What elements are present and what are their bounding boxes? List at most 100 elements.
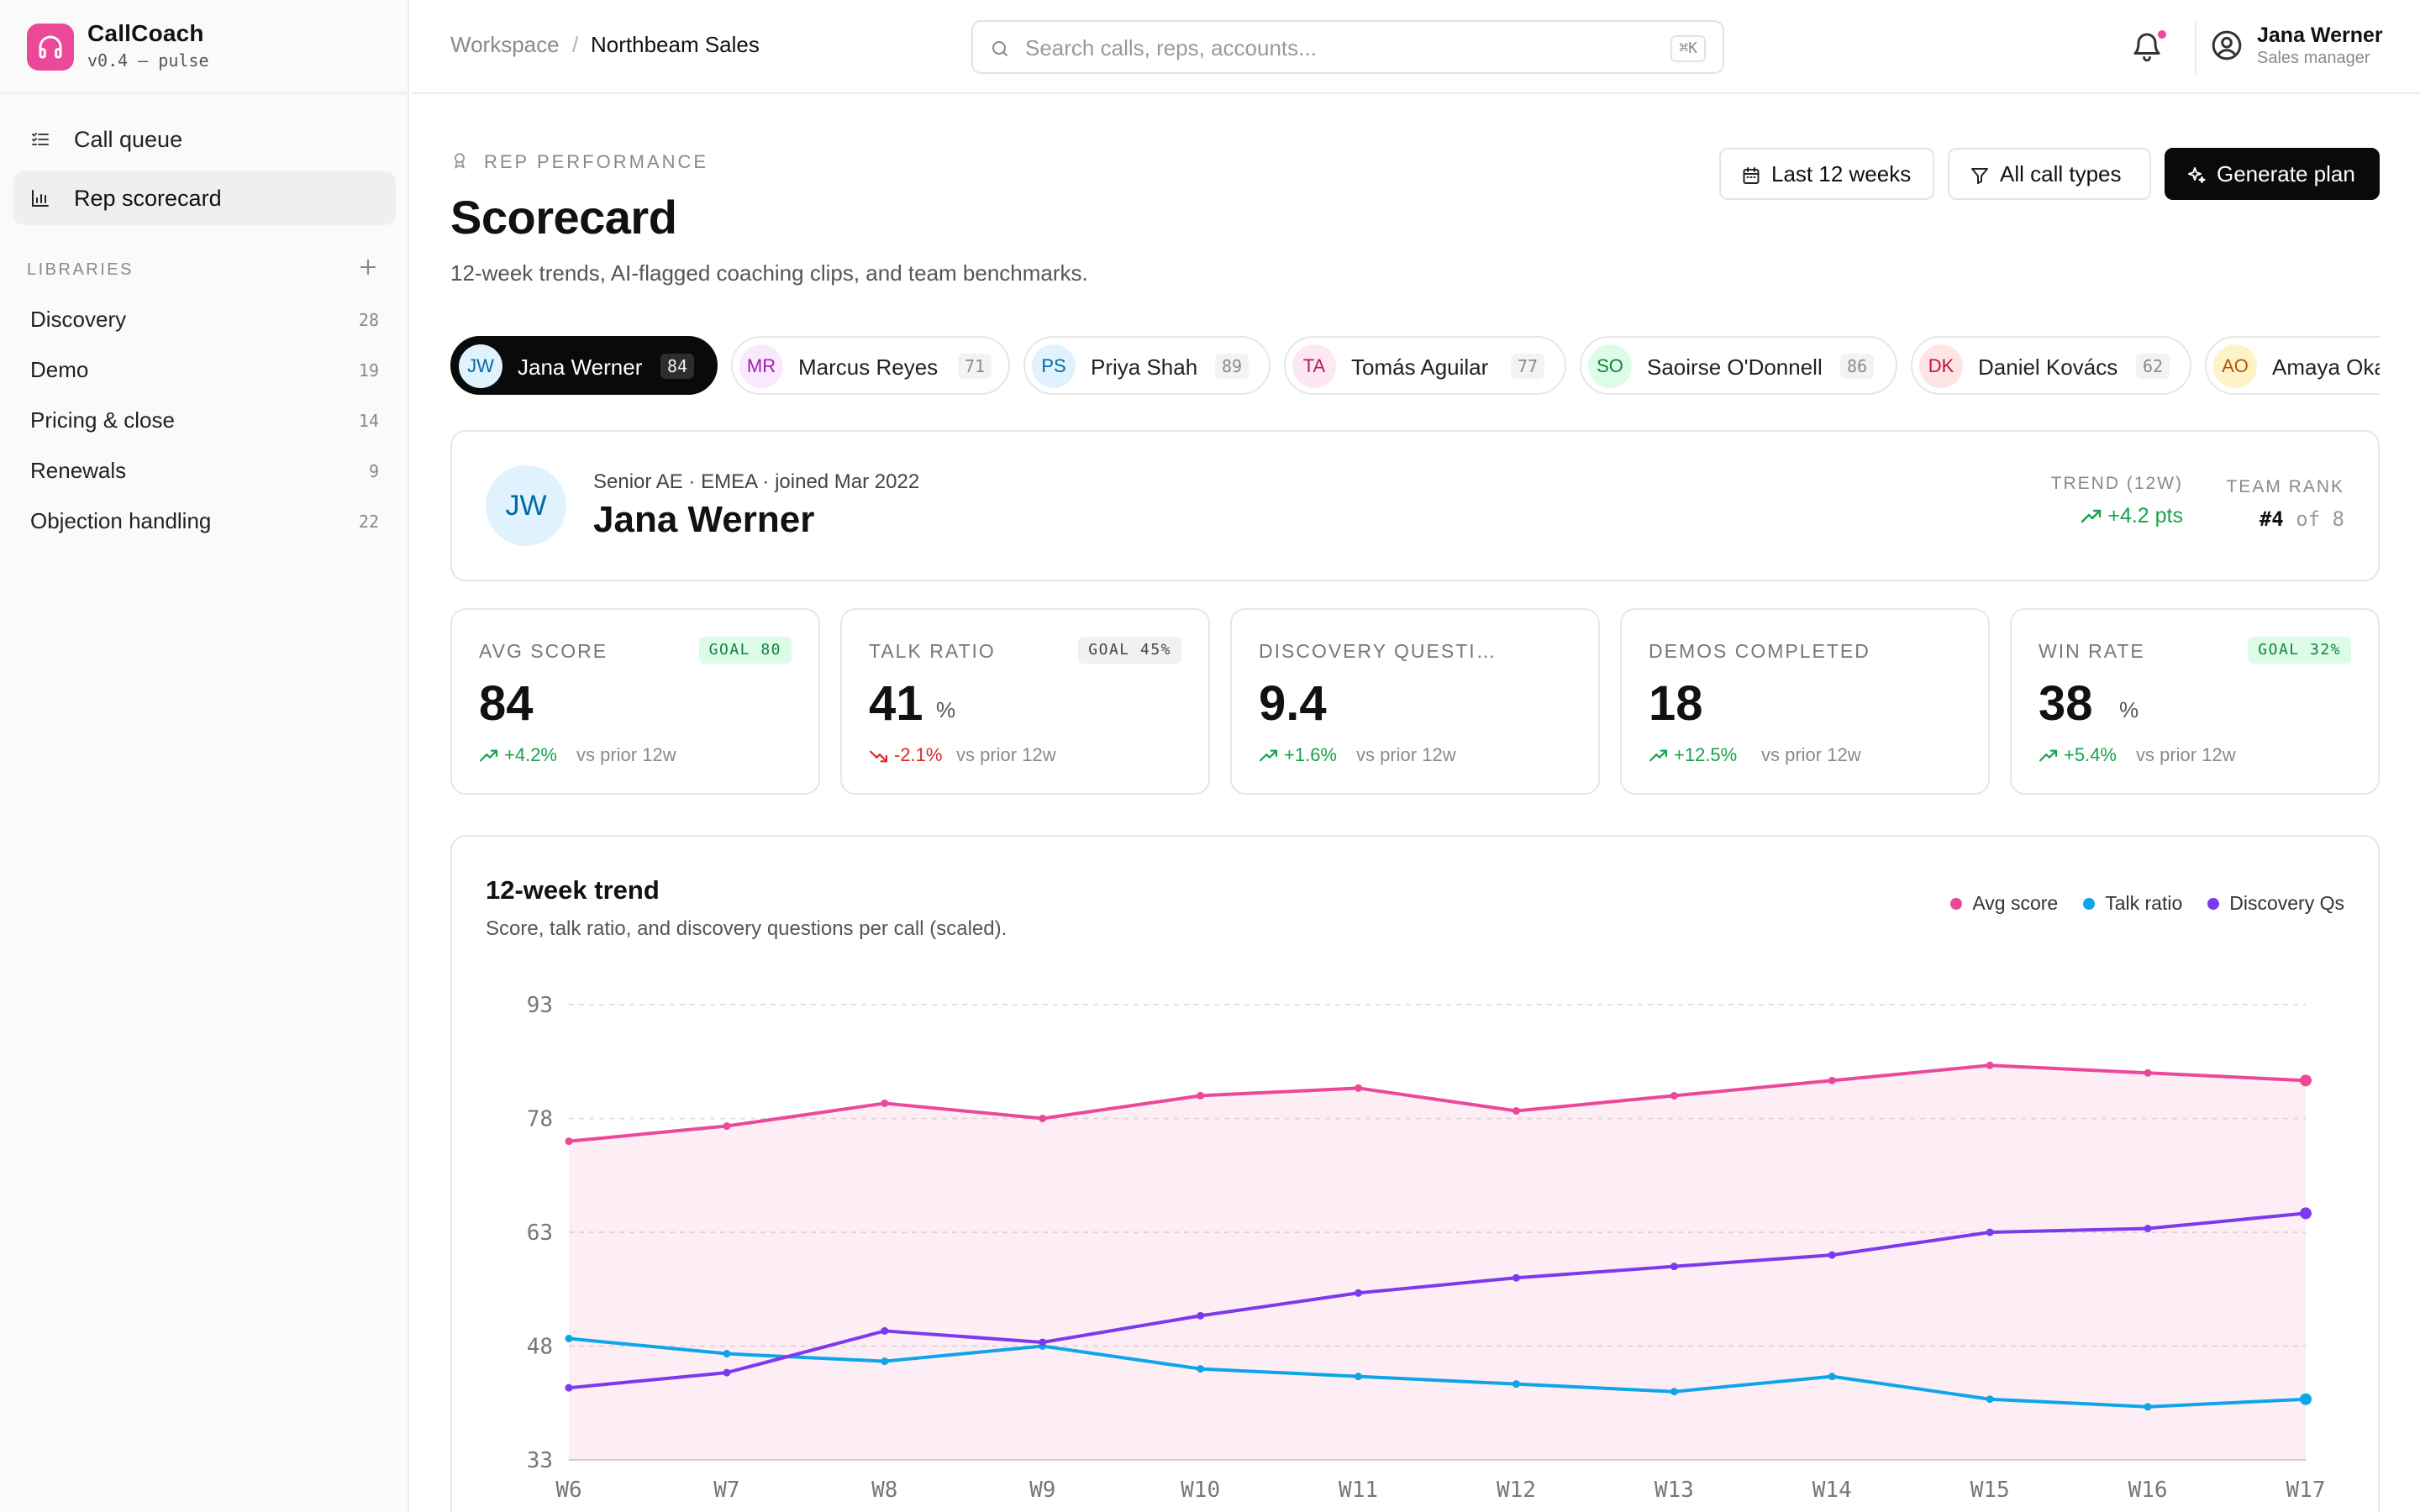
data-point[interactable]: [1828, 1076, 1836, 1084]
app-name: CallCoach: [87, 20, 204, 46]
data-point[interactable]: [2300, 1207, 2312, 1220]
rep-name: Tomás Aguilar: [1351, 354, 1489, 380]
data-point[interactable]: [1670, 1388, 1678, 1396]
data-point[interactable]: [1828, 1373, 1836, 1381]
nav-label: Call queue: [74, 126, 183, 152]
top-bar: Workspace / Northbeam Sales ⌘K Jana Wern…: [411, 0, 2420, 94]
kpi-value: 84: [479, 676, 534, 731]
data-point[interactable]: [1670, 1263, 1678, 1271]
legend-swatch: [2083, 897, 2096, 910]
avatar: PS: [1032, 344, 1076, 388]
rep-chip[interactable]: JW Jana Werner 84: [450, 336, 718, 395]
rep-name: Saoirse O'Donnell: [1647, 354, 1823, 380]
data-point[interactable]: [1355, 1289, 1363, 1297]
goal-badge: GOAL 32%: [2248, 637, 2351, 664]
library-item-renewals[interactable]: Renewals 9: [13, 447, 396, 494]
rep-chip[interactable]: TA Tomás Aguilar 77: [1284, 336, 1566, 395]
data-point[interactable]: [1986, 1395, 1994, 1404]
kpi-delta: +1.6%: [1259, 744, 1337, 766]
page-eyebrow: REP PERFORMANCE: [484, 151, 709, 172]
legend-item[interactable]: Discovery Qs: [2207, 892, 2344, 915]
rank-number: #4: [2259, 507, 2284, 531]
y-tick-label: 33: [527, 1448, 553, 1473]
user-name[interactable]: Jana Werner: [2257, 24, 2383, 47]
data-point[interactable]: [1670, 1091, 1678, 1100]
user-circle-icon[interactable]: [2210, 29, 2244, 62]
trending-up-icon: [2081, 510, 2102, 523]
library-item-discovery[interactable]: Discovery 28: [13, 296, 396, 343]
library-item-demo[interactable]: Demo 19: [13, 346, 396, 393]
legend-item[interactable]: Avg score: [1950, 892, 2058, 915]
app-logo[interactable]: [27, 24, 74, 71]
avatar: JW: [459, 344, 502, 388]
rep-meta: Senior AE · EMEA · joined Mar 2022: [593, 470, 920, 493]
bell-icon[interactable]: [2130, 30, 2164, 64]
data-point[interactable]: [2144, 1224, 2152, 1232]
legend-label: Avg score: [1972, 892, 2059, 914]
data-point[interactable]: [881, 1099, 889, 1107]
call-types-filter-button[interactable]: All call types: [1948, 148, 2151, 200]
data-point[interactable]: [2300, 1393, 2312, 1405]
generate-plan-button[interactable]: Generate plan: [2165, 148, 2380, 200]
library-label: Discovery: [30, 307, 127, 332]
data-point[interactable]: [1197, 1311, 1205, 1320]
data-point[interactable]: [1828, 1251, 1836, 1259]
search-box[interactable]: ⌘K: [971, 20, 1724, 74]
rep-name: Jana Werner: [518, 354, 643, 380]
data-point[interactable]: [2300, 1074, 2312, 1087]
data-point[interactable]: [881, 1357, 889, 1366]
sidebar: CallCoach v0.4 — pulse Call queue Rep sc…: [0, 0, 409, 1512]
plus-icon[interactable]: [356, 255, 380, 279]
data-point[interactable]: [1986, 1061, 1994, 1069]
data-point[interactable]: [1039, 1338, 1047, 1347]
data-point[interactable]: [1512, 1380, 1520, 1389]
data-point[interactable]: [2144, 1403, 2152, 1411]
data-point[interactable]: [1986, 1228, 1994, 1236]
data-point[interactable]: [881, 1326, 889, 1335]
list-check-icon: [32, 133, 49, 145]
x-tick-label: W16: [2128, 1478, 2168, 1503]
y-tick-label: 63: [527, 1221, 553, 1246]
button-label: Generate plan: [2217, 160, 2355, 186]
series-line: [567, 1063, 2307, 1143]
data-point[interactable]: [565, 1137, 573, 1146]
legend-item[interactable]: Talk ratio: [2083, 892, 2182, 915]
headphones-icon: [39, 35, 62, 59]
kpi-delta-value: +1.6%: [1284, 744, 1337, 765]
data-point[interactable]: [1197, 1091, 1205, 1100]
breadcrumb-workspace[interactable]: Workspace: [450, 32, 560, 57]
search-input[interactable]: [1025, 32, 1613, 64]
kpi-period: vs prior 12w: [576, 744, 676, 765]
data-point[interactable]: [1512, 1106, 1520, 1115]
data-point[interactable]: [565, 1383, 573, 1392]
rep-chip[interactable]: SO Saoirse O'Donnell 86: [1580, 336, 1897, 395]
data-point[interactable]: [723, 1122, 731, 1131]
data-point[interactable]: [1355, 1084, 1363, 1092]
data-point[interactable]: [1355, 1373, 1363, 1381]
libraries-heading: LIBRARIES: [27, 260, 134, 279]
library-count: 14: [358, 411, 379, 431]
kpi-unit: %: [2119, 697, 2139, 722]
data-point[interactable]: [1512, 1273, 1520, 1282]
data-point[interactable]: [2144, 1068, 2152, 1077]
kpi-value: 38: [2039, 676, 2093, 731]
date-range-button[interactable]: Last 12 weeks: [1719, 148, 1934, 200]
bar-chart-icon: [32, 190, 49, 207]
data-point[interactable]: [565, 1334, 573, 1342]
rep-chip[interactable]: MR Marcus Reyes 71: [731, 336, 1010, 395]
nav-label: Rep scorecard: [74, 185, 222, 211]
data-point[interactable]: [723, 1368, 731, 1377]
rep-chip[interactable]: DK Daniel Kovács 62: [1911, 336, 2191, 395]
rep-chip[interactable]: PS Priya Shah 89: [1023, 336, 1270, 395]
avatar: SO: [1588, 344, 1632, 388]
data-point[interactable]: [723, 1350, 731, 1358]
trend-chart-card: 93 78 63 48 33 W6 W7 W8 W9 W10 W11 W12 W13 W14 W15 W16 W…: [450, 835, 2380, 1512]
library-item-objection-handling[interactable]: Objection handling 22: [13, 497, 396, 544]
data-point[interactable]: [1039, 1115, 1047, 1122]
library-item-pricing-close[interactable]: Pricing & close 14: [13, 396, 396, 444]
nav-item-call-queue[interactable]: Call queue: [13, 113, 396, 166]
data-point[interactable]: [1197, 1365, 1205, 1373]
nav-item-rep-scorecard[interactable]: Rep scorecard: [13, 171, 396, 225]
divider: [2195, 20, 2196, 74]
